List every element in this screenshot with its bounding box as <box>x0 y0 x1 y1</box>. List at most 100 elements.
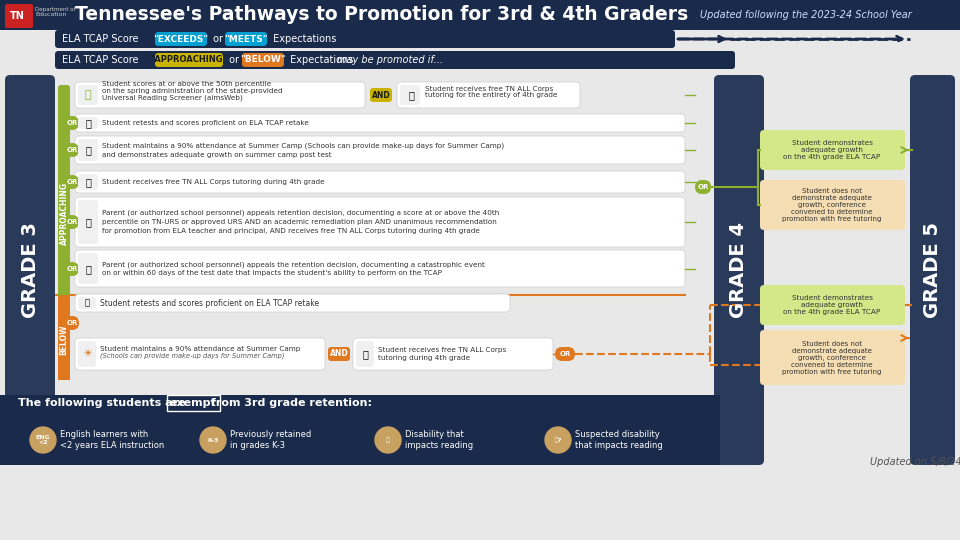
Text: "APPROACHING": "APPROACHING" <box>151 56 228 64</box>
Text: Student retests and scores proficient on ELA TCAP retake: Student retests and scores proficient on… <box>102 120 309 126</box>
Text: Student demonstrates
adequate growth
on the 4th grade ELA TCAP: Student demonstrates adequate growth on … <box>783 295 880 315</box>
Text: GRADE 5: GRADE 5 <box>923 222 942 318</box>
FancyBboxPatch shape <box>65 116 79 130</box>
Text: or: or <box>226 55 242 65</box>
Text: Student retests and scores proficient on ELA TCAP retake: Student retests and scores proficient on… <box>100 299 319 307</box>
Text: AND: AND <box>329 349 348 359</box>
Text: 📚: 📚 <box>362 349 368 359</box>
FancyBboxPatch shape <box>400 85 420 105</box>
Circle shape <box>200 427 226 453</box>
Text: "EXCEEDS": "EXCEEDS" <box>154 35 208 44</box>
FancyBboxPatch shape <box>75 250 685 287</box>
FancyBboxPatch shape <box>78 85 98 105</box>
FancyBboxPatch shape <box>55 30 675 48</box>
FancyBboxPatch shape <box>5 75 55 465</box>
Circle shape <box>375 427 401 453</box>
FancyBboxPatch shape <box>242 53 284 67</box>
Text: ENG
<2: ENG <2 <box>36 435 50 446</box>
FancyBboxPatch shape <box>760 180 905 230</box>
Text: Disability that
impacts reading: Disability that impacts reading <box>405 430 473 450</box>
Text: OR: OR <box>66 320 78 326</box>
FancyBboxPatch shape <box>75 171 685 193</box>
FancyBboxPatch shape <box>65 262 79 276</box>
Circle shape <box>30 427 56 453</box>
FancyBboxPatch shape <box>353 338 553 370</box>
FancyBboxPatch shape <box>328 347 350 361</box>
Text: GRADE 4: GRADE 4 <box>730 222 749 318</box>
FancyBboxPatch shape <box>555 347 575 361</box>
Text: Student receives free TN ALL Corps
tutoring for the entirety of 4th grade: Student receives free TN ALL Corps tutor… <box>425 85 558 98</box>
Text: or: or <box>210 34 227 44</box>
Text: Department of: Department of <box>35 8 76 12</box>
FancyBboxPatch shape <box>0 395 720 465</box>
FancyBboxPatch shape <box>75 114 685 132</box>
Text: (Schools can provide make-up days for Summer Camp): (Schools can provide make-up days for Su… <box>100 353 284 359</box>
Text: may be promoted if...: may be promoted if... <box>337 55 444 65</box>
Text: for promotion from ELA teacher and principal, AND receives free TN ALL Corps tut: for promotion from ELA teacher and princ… <box>102 228 480 234</box>
FancyBboxPatch shape <box>75 82 365 108</box>
Text: English learners with
<2 years ELA instruction: English learners with <2 years ELA instr… <box>60 430 164 450</box>
FancyBboxPatch shape <box>65 175 79 189</box>
Text: 📄: 📄 <box>85 217 91 227</box>
Text: OR: OR <box>697 184 708 190</box>
Text: and demonstrates adequate growth on summer camp post test: and demonstrates adequate growth on summ… <box>102 152 331 158</box>
Text: APPROACHING: APPROACHING <box>60 181 68 245</box>
FancyBboxPatch shape <box>65 316 79 330</box>
Text: OR: OR <box>560 351 570 357</box>
Text: Student demonstrates
adequate growth
on the 4th grade ELA TCAP: Student demonstrates adequate growth on … <box>783 140 880 160</box>
FancyBboxPatch shape <box>55 51 735 69</box>
Text: ELA TCAP Score: ELA TCAP Score <box>62 55 142 65</box>
Text: Updated on 5/8/24: Updated on 5/8/24 <box>870 457 960 467</box>
Text: 📄: 📄 <box>84 299 89 307</box>
FancyBboxPatch shape <box>75 338 325 370</box>
FancyBboxPatch shape <box>760 285 905 325</box>
Text: 📄: 📄 <box>85 177 91 187</box>
Text: "BELOW": "BELOW" <box>240 56 286 64</box>
FancyBboxPatch shape <box>78 139 98 161</box>
Text: from 3rd grade retention:: from 3rd grade retention: <box>207 398 372 408</box>
FancyBboxPatch shape <box>65 215 79 229</box>
FancyBboxPatch shape <box>58 295 70 380</box>
FancyBboxPatch shape <box>78 200 98 244</box>
Text: OR: OR <box>66 147 78 153</box>
FancyBboxPatch shape <box>155 53 223 67</box>
FancyBboxPatch shape <box>78 174 98 190</box>
FancyBboxPatch shape <box>370 88 392 102</box>
Text: 📄: 📄 <box>85 264 91 274</box>
Text: Expectations: Expectations <box>287 55 356 65</box>
Text: Updated following the 2023-24 School Year: Updated following the 2023-24 School Yea… <box>700 10 912 20</box>
Text: ⏱: ⏱ <box>84 90 91 100</box>
FancyBboxPatch shape <box>58 340 70 380</box>
Text: OR: OR <box>66 120 78 126</box>
Text: 📖: 📖 <box>386 437 390 443</box>
FancyBboxPatch shape <box>75 197 685 247</box>
Text: Student does not
demonstrate adequate
growth, conference
convened to determine
p: Student does not demonstrate adequate gr… <box>782 341 881 375</box>
Text: Student receives free TN ALL Corps: Student receives free TN ALL Corps <box>378 347 506 353</box>
Text: TN: TN <box>10 11 25 21</box>
Text: Parent (or authorized school personnel) appeals the retention decision, document: Parent (or authorized school personnel) … <box>102 261 485 268</box>
Text: on or within 60 days of the test date that impacts the student's ability to perf: on or within 60 days of the test date th… <box>102 271 442 276</box>
Text: BELOW: BELOW <box>60 325 68 355</box>
Text: Education: Education <box>35 12 66 17</box>
Text: The following students are: The following students are <box>18 398 189 408</box>
FancyBboxPatch shape <box>78 341 96 367</box>
Text: 📚: 📚 <box>408 90 414 100</box>
FancyBboxPatch shape <box>65 143 79 157</box>
FancyBboxPatch shape <box>78 253 98 284</box>
FancyBboxPatch shape <box>760 130 905 170</box>
FancyBboxPatch shape <box>695 180 711 194</box>
Text: ELA TCAP Score: ELA TCAP Score <box>62 34 142 44</box>
Text: Student receives free TN ALL Corps tutoring during 4th grade: Student receives free TN ALL Corps tutor… <box>102 179 324 185</box>
FancyBboxPatch shape <box>155 32 207 46</box>
Text: tutoring during 4th grade: tutoring during 4th grade <box>378 355 470 361</box>
Text: 📄: 📄 <box>85 118 91 128</box>
FancyBboxPatch shape <box>760 330 905 385</box>
Text: OR: OR <box>66 266 78 272</box>
FancyBboxPatch shape <box>75 136 685 164</box>
Text: 📄: 📄 <box>85 145 91 155</box>
Text: percentile on TN-URS or approved URS AND an academic remediation plan AND unanim: percentile on TN-URS or approved URS AND… <box>102 219 496 225</box>
Text: Parent (or authorized school personnel) appeals retention decision, documenting : Parent (or authorized school personnel) … <box>102 210 499 216</box>
Text: K-3: K-3 <box>207 437 219 442</box>
Text: AND: AND <box>372 91 391 99</box>
Text: Student scores at or above the 50th percentile
on the spring administration of t: Student scores at or above the 50th perc… <box>102 81 282 102</box>
